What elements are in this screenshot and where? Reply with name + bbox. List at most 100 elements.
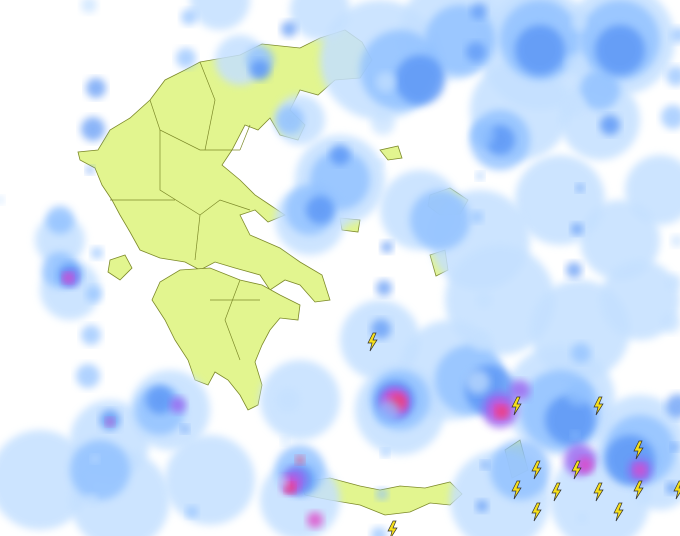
precip-cell — [576, 184, 584, 192]
precip-cell — [395, 55, 445, 105]
precip-cell — [186, 506, 198, 518]
precip-cell — [476, 172, 484, 180]
precip-cell — [566, 382, 590, 406]
precip-cell — [496, 406, 508, 418]
precip-cell — [181, 9, 197, 25]
precip-cell — [81, 0, 97, 13]
precip-cell — [481, 461, 489, 469]
precip-cell — [170, 397, 186, 413]
precip-cell — [376, 72, 396, 92]
precip-cell — [190, 0, 250, 30]
precip-cell — [76, 364, 100, 388]
precip-cell — [571, 343, 591, 363]
lightning-bolt-shape — [511, 480, 522, 500]
precip-cell — [307, 512, 323, 528]
precip-cell — [466, 42, 486, 62]
precip-cell — [86, 78, 106, 98]
precip-cell — [81, 325, 101, 345]
lightning-bolt-shape — [531, 460, 542, 480]
lightning-bolt-icon — [551, 482, 562, 502]
precip-cell — [566, 262, 582, 278]
lightning-bolt-shape — [367, 332, 378, 352]
lightning-layer — [367, 332, 680, 536]
precip-cell — [595, 25, 645, 75]
precip-cell — [381, 241, 393, 253]
region-border — [199, 61, 216, 151]
precip-cell — [70, 440, 130, 500]
lightning-bolt-icon — [531, 460, 542, 480]
lightning-bolt-shape — [571, 460, 582, 480]
precip-cell — [671, 27, 680, 43]
precip-cell — [106, 418, 114, 426]
precip-cell — [250, 60, 270, 80]
precip-cell — [276, 388, 300, 412]
lightning-bolt-shape — [633, 440, 644, 460]
precip-cell — [634, 464, 646, 476]
precip-cell — [46, 206, 74, 234]
precip-cell — [376, 488, 388, 500]
precip-cell — [296, 456, 304, 464]
precip-cell — [410, 190, 470, 250]
lightning-bolt-shape — [613, 502, 624, 522]
land-region — [151, 267, 301, 411]
precip-cell — [490, 440, 550, 500]
precip-cell — [86, 166, 94, 174]
lightning-bolt-icon — [367, 332, 378, 352]
land-region — [77, 29, 373, 303]
precip-cell — [561, 93, 585, 117]
precip-cell — [91, 247, 103, 259]
precip-cell — [0, 430, 90, 530]
precip-cell — [290, 0, 350, 40]
precip-cell — [671, 235, 680, 247]
precip-cell — [330, 145, 350, 165]
lightning-bolt-icon — [633, 440, 644, 460]
precip-cell — [376, 400, 400, 424]
precip-cell — [176, 48, 196, 68]
precip-cell — [666, 274, 680, 290]
lightning-bolt-icon — [593, 482, 604, 502]
precip-cell — [600, 115, 620, 135]
precip-cell — [281, 21, 297, 37]
lightning-bolt-icon — [593, 396, 604, 416]
precip-cell — [165, 435, 255, 525]
lightning-bolt-shape — [633, 480, 644, 500]
precip-cell — [510, 380, 530, 400]
precip-cell — [381, 449, 389, 457]
precip-cell — [471, 123, 495, 147]
land-region — [107, 254, 133, 281]
precip-cell — [371, 319, 391, 339]
lightning-bolt-shape — [593, 482, 604, 502]
region-borders — [110, 61, 260, 361]
lightning-bolt-icon — [613, 502, 624, 522]
lightning-bolt-icon — [571, 460, 582, 480]
precip-cell — [376, 280, 392, 296]
precip-cell — [566, 54, 586, 74]
precip-cell — [471, 3, 487, 19]
precip-cell — [276, 106, 304, 134]
precip-cell — [471, 211, 483, 223]
precip-cell — [666, 394, 680, 418]
precip-cell — [661, 313, 680, 333]
precip-cell — [371, 527, 387, 536]
precip-cell — [0, 196, 4, 204]
precip-cell — [35, 215, 85, 265]
precip-cell — [63, 273, 73, 283]
precip-cell — [146, 386, 174, 414]
precip-cell — [666, 66, 680, 86]
lightning-bolt-shape — [593, 396, 604, 416]
precip-cell — [571, 431, 579, 439]
precip-cell — [476, 500, 488, 512]
lightning-bolt-shape — [511, 396, 522, 416]
lightning-bolt-icon — [531, 502, 542, 522]
precip-cell — [91, 455, 99, 463]
precip-cell — [306, 196, 334, 224]
precip-cell — [285, 483, 295, 493]
region-border — [149, 99, 240, 151]
lightning-bolt-shape — [551, 482, 562, 502]
precip-cell — [471, 331, 491, 351]
precip-cell — [515, 155, 605, 245]
precip-cell — [545, 395, 595, 445]
precip-cell — [577, 457, 593, 473]
